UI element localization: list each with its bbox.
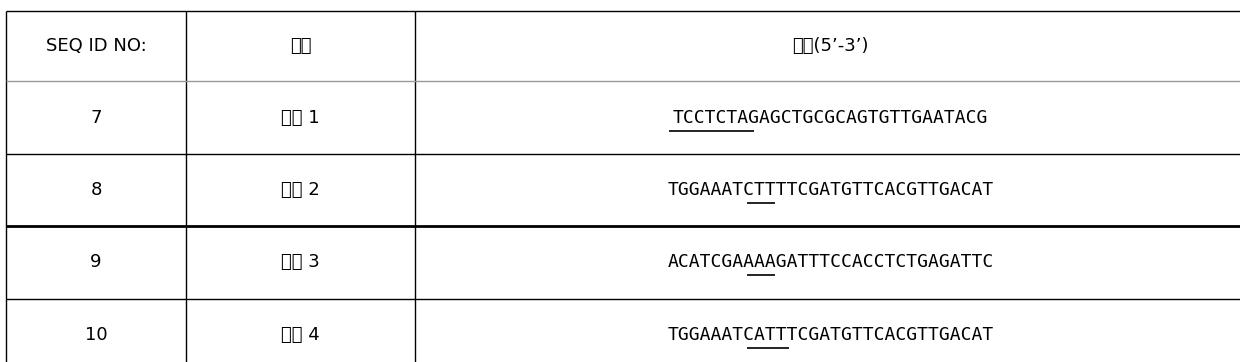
Text: SEQ ID NO:: SEQ ID NO:: [46, 37, 146, 55]
Text: TGGAAATCTTTTCGATGTTCACGTTGACAT: TGGAAATCTTTTCGATGTTCACGTTGACAT: [667, 181, 994, 199]
Text: 9: 9: [91, 253, 102, 272]
Text: 序列(5’-3’): 序列(5’-3’): [792, 37, 869, 55]
Text: 8: 8: [91, 181, 102, 199]
Text: ACATCGAAAAGATTTCCACCTCTGAGATTC: ACATCGAAAAGATTTCCACCTCTGAGATTC: [667, 253, 994, 272]
Text: TGGAAATCATTTCGATGTTCACGTTGACAT: TGGAAATCATTTCGATGTTCACGTTGACAT: [667, 326, 994, 344]
Text: TCCTCTAGAGCTGCGCAGTGTTGAATACG: TCCTCTAGAGCTGCGCAGTGTTGAATACG: [673, 109, 988, 127]
Text: 引物 3: 引物 3: [281, 253, 320, 272]
Text: 引物 2: 引物 2: [281, 181, 320, 199]
Text: 引物 1: 引物 1: [281, 109, 320, 127]
Text: 7: 7: [91, 109, 102, 127]
Text: 10: 10: [84, 326, 108, 344]
Text: 引物 4: 引物 4: [281, 326, 320, 344]
Text: 引物: 引物: [290, 37, 311, 55]
